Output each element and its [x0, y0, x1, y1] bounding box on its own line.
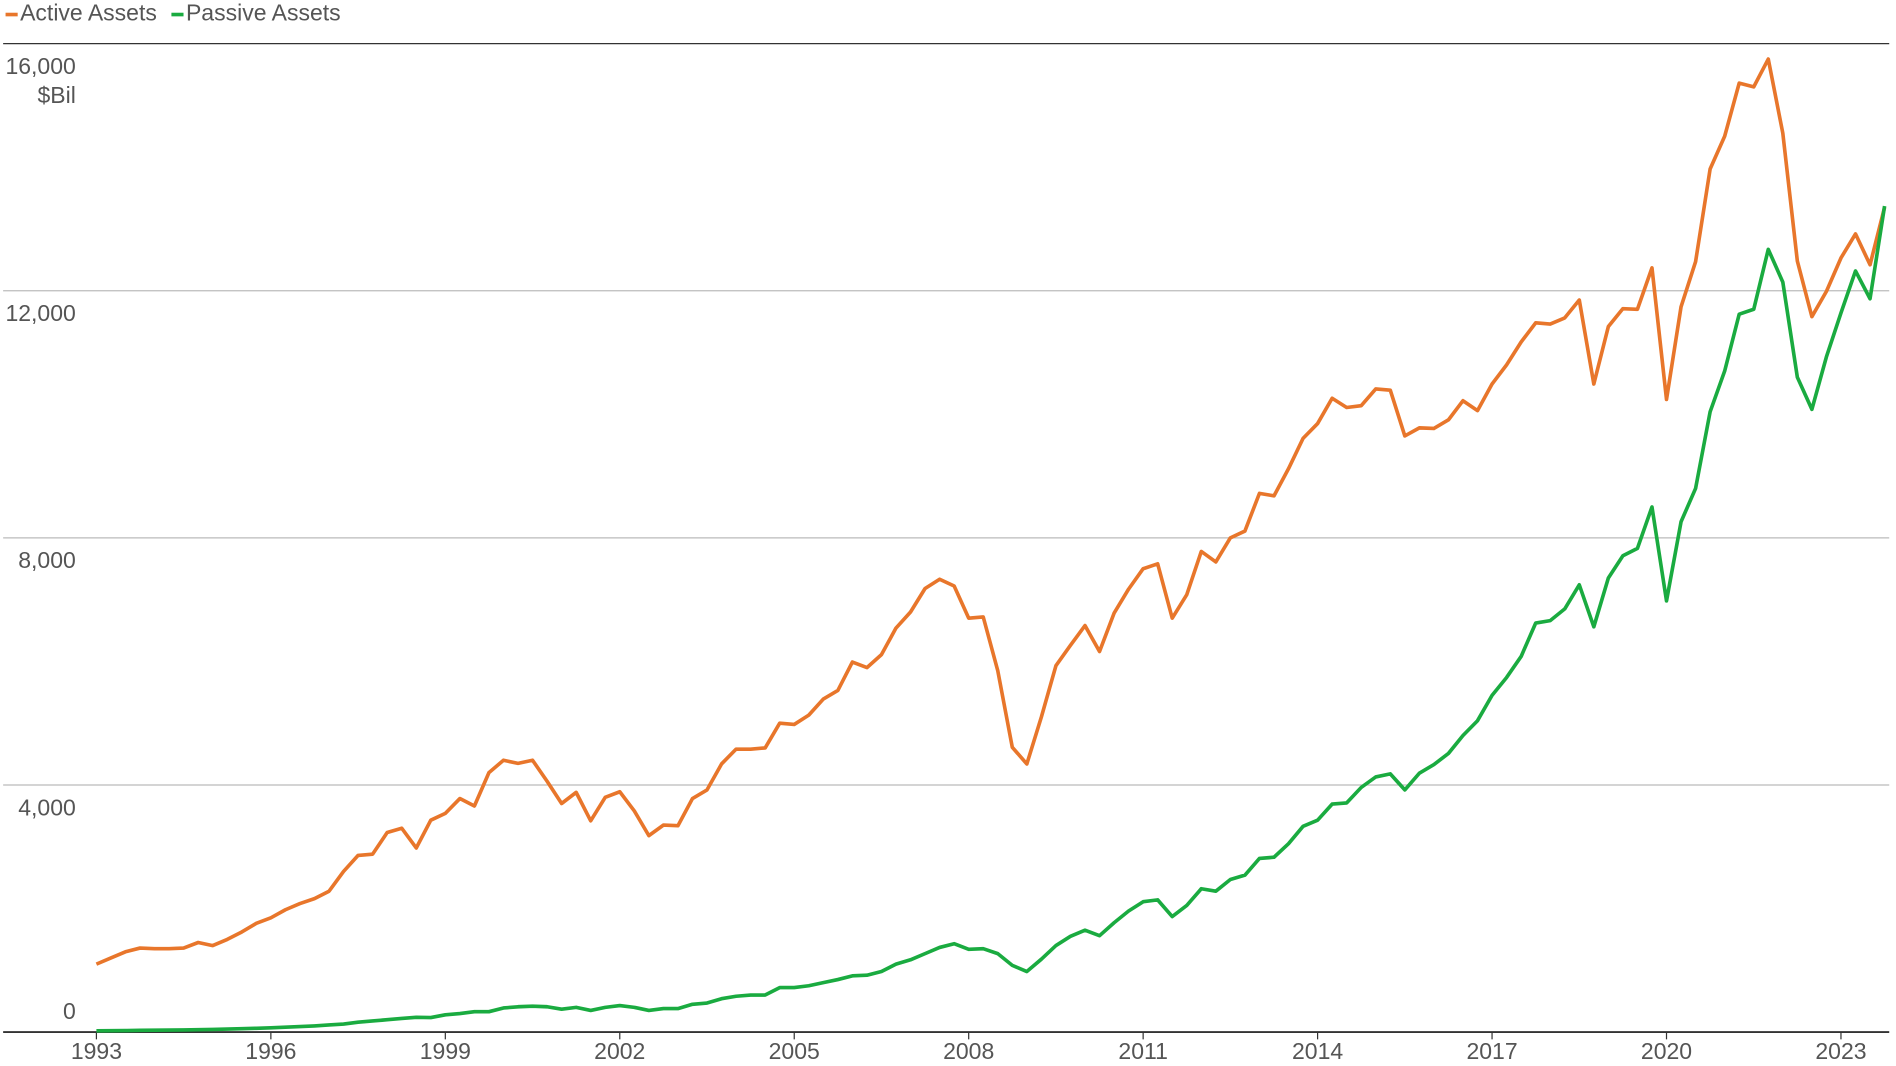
x-tick-label: 2014 [1292, 1038, 1343, 1064]
y-tick-label: 12,000 [5, 300, 75, 326]
series-line [96, 205, 1887, 1033]
legend-label: Active Assets [20, 0, 157, 26]
x-tick-label: 2017 [1466, 1038, 1517, 1064]
y-tick-label: 8,000 [18, 547, 76, 573]
x-tick-label: 2002 [594, 1038, 645, 1064]
y-tick-label: 4,000 [18, 794, 76, 820]
x-tick-label: 1993 [71, 1038, 122, 1064]
y-unit: $Bil [37, 82, 75, 108]
x-tick-label: 2005 [769, 1038, 820, 1064]
x-tick-label: 2023 [1815, 1038, 1866, 1064]
x-tick-label: 1996 [245, 1038, 296, 1064]
x-tick-label: 1999 [420, 1038, 471, 1064]
y-tick-label: 16,000 [5, 53, 75, 79]
x-tick-label: 2020 [1641, 1038, 1692, 1064]
y-tick-label: 0 [63, 998, 76, 1024]
legend-label: Passive Assets [186, 0, 341, 26]
x-tick-label: 2008 [943, 1038, 994, 1064]
series-line [95, 57, 1887, 966]
x-tick-label: 2011 [1118, 1038, 1167, 1064]
